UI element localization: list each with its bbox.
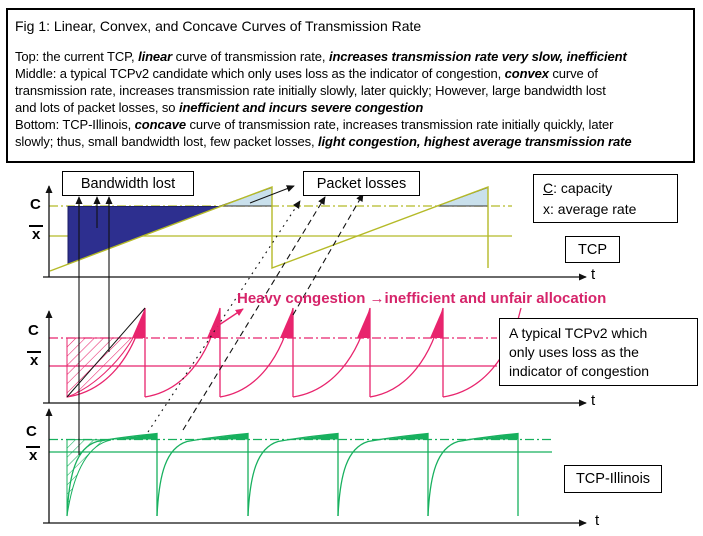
bandwidth-lost-text: Bandwidth lost xyxy=(80,175,176,192)
figure-caption: Fig 1: Linear, Convex, and Concave Curve… xyxy=(6,8,695,163)
packet-losses-text: Packet losses xyxy=(316,175,407,192)
tcp-capacity-label: C xyxy=(30,196,41,213)
caption-line: and lots of packet losses, so inefficien… xyxy=(15,99,424,115)
tcp-illinois-label: TCP-Illinois xyxy=(564,465,662,493)
tcp-time-axis-label: t xyxy=(591,266,596,283)
caption-line: Top: the current TCP, linear curve of tr… xyxy=(15,49,627,64)
legend-capacity: C: capacity xyxy=(543,180,613,196)
legend-average-rate: x: average rate xyxy=(543,201,637,217)
packet-losses-label: Packet losses xyxy=(303,171,420,196)
caption-line: Bottom: TCP-Illinois, concave curve of t… xyxy=(15,116,614,132)
illinois-capacity-label: C xyxy=(26,423,37,440)
legend-box: C: capacity x: average rate xyxy=(533,174,678,223)
caption-line: slowly; thus, small bandwidth lost, few … xyxy=(15,133,632,149)
figure-title: Fig 1: Linear, Convex, and Concave Curve… xyxy=(15,18,422,34)
tcpv2-average-rate-label: x xyxy=(27,351,42,369)
tcp-label: TCP xyxy=(565,236,620,263)
tcpv2-chart xyxy=(66,307,522,398)
illinois-time-axis-label: t xyxy=(595,512,600,529)
bandwidth-lost-label: Bandwidth lost xyxy=(62,171,194,196)
caption-line: transmission rate, increases transmissio… xyxy=(15,82,606,98)
tcp-illinois-text: TCP-Illinois xyxy=(575,471,651,487)
heavy-congestion-annotation: Heavy congestion →inefficient and unfair… xyxy=(237,290,607,307)
figure-description: Top: the current TCP, linear curve of tr… xyxy=(15,49,686,150)
tcp-chart xyxy=(49,185,489,272)
illinois-axes xyxy=(43,408,587,527)
caption-line: Middle: a typical TCPv2 candidate which … xyxy=(15,65,598,81)
tcpv2-time-axis-label: t xyxy=(591,392,596,409)
tcpv2-label: A typical TCPv2 which only uses loss as … xyxy=(499,318,698,386)
tcp-text: TCP xyxy=(578,241,607,258)
tcp-average-rate-label: x xyxy=(29,225,44,243)
tcpv2-capacity-label: C xyxy=(28,322,39,339)
annotation-arrows xyxy=(75,185,364,455)
illinois-average-rate-label: x xyxy=(26,446,41,464)
illinois-chart xyxy=(66,432,519,517)
